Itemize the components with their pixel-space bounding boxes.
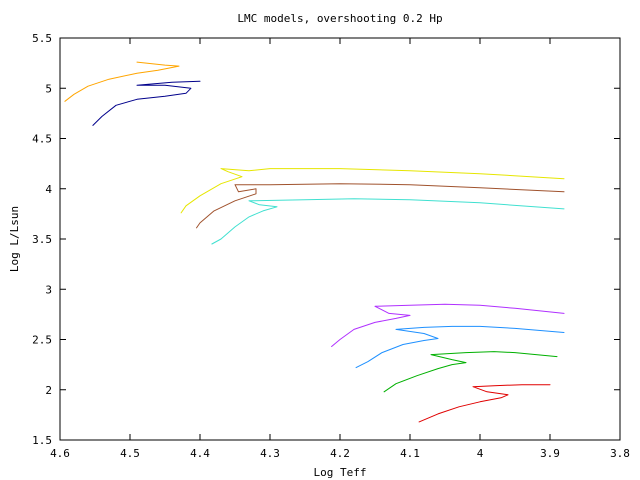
x-axis-label: Log Teff xyxy=(314,466,367,479)
y-tick-label: 2.5 xyxy=(32,334,52,347)
series-layer xyxy=(64,61,565,423)
track-line-8 xyxy=(383,351,558,393)
track-line-2 xyxy=(92,80,201,126)
y-tick-label: 5 xyxy=(45,82,52,95)
x-tick-label: 4.1 xyxy=(400,447,420,460)
chart-title: LMC models, overshooting 0.2 Hp xyxy=(237,12,442,25)
axis-ticks: 4.6 4.5 4.4 4.3 4.2 4.1 4 3.9 3.8 1.5 2 2.5 3 3.5 4 4.5… xyxy=(32,32,630,460)
track-line-4 xyxy=(196,183,565,229)
x-tick-label: 3.8 xyxy=(610,447,630,460)
y-axis-label: Log L/Lsun xyxy=(8,206,21,272)
x-tick-label: 4.5 xyxy=(120,447,140,460)
track-line-1 xyxy=(64,61,180,102)
y-tick-label: 4 xyxy=(45,183,52,196)
track-line-6 xyxy=(331,303,565,347)
track-line-9 xyxy=(418,384,551,423)
x-tick-label: 4 xyxy=(477,447,484,460)
y-tick-label: 4.5 xyxy=(32,133,52,146)
y-tick-label: 1.5 xyxy=(32,434,52,447)
track-line-3 xyxy=(180,168,565,214)
x-tick-label: 4.4 xyxy=(190,447,210,460)
y-tick-label: 3.5 xyxy=(32,233,52,246)
y-tick-label: 5.5 xyxy=(32,32,52,45)
x-tick-label: 3.9 xyxy=(540,447,560,460)
y-tick-label: 3 xyxy=(45,283,52,296)
track-line-5 xyxy=(211,198,565,245)
x-tick-label: 4.3 xyxy=(260,447,280,460)
x-tick-label: 4.6 xyxy=(50,447,70,460)
y-tick-label: 2 xyxy=(45,384,52,397)
track-line-7 xyxy=(355,325,565,369)
x-tick-label: 4.2 xyxy=(330,447,350,460)
